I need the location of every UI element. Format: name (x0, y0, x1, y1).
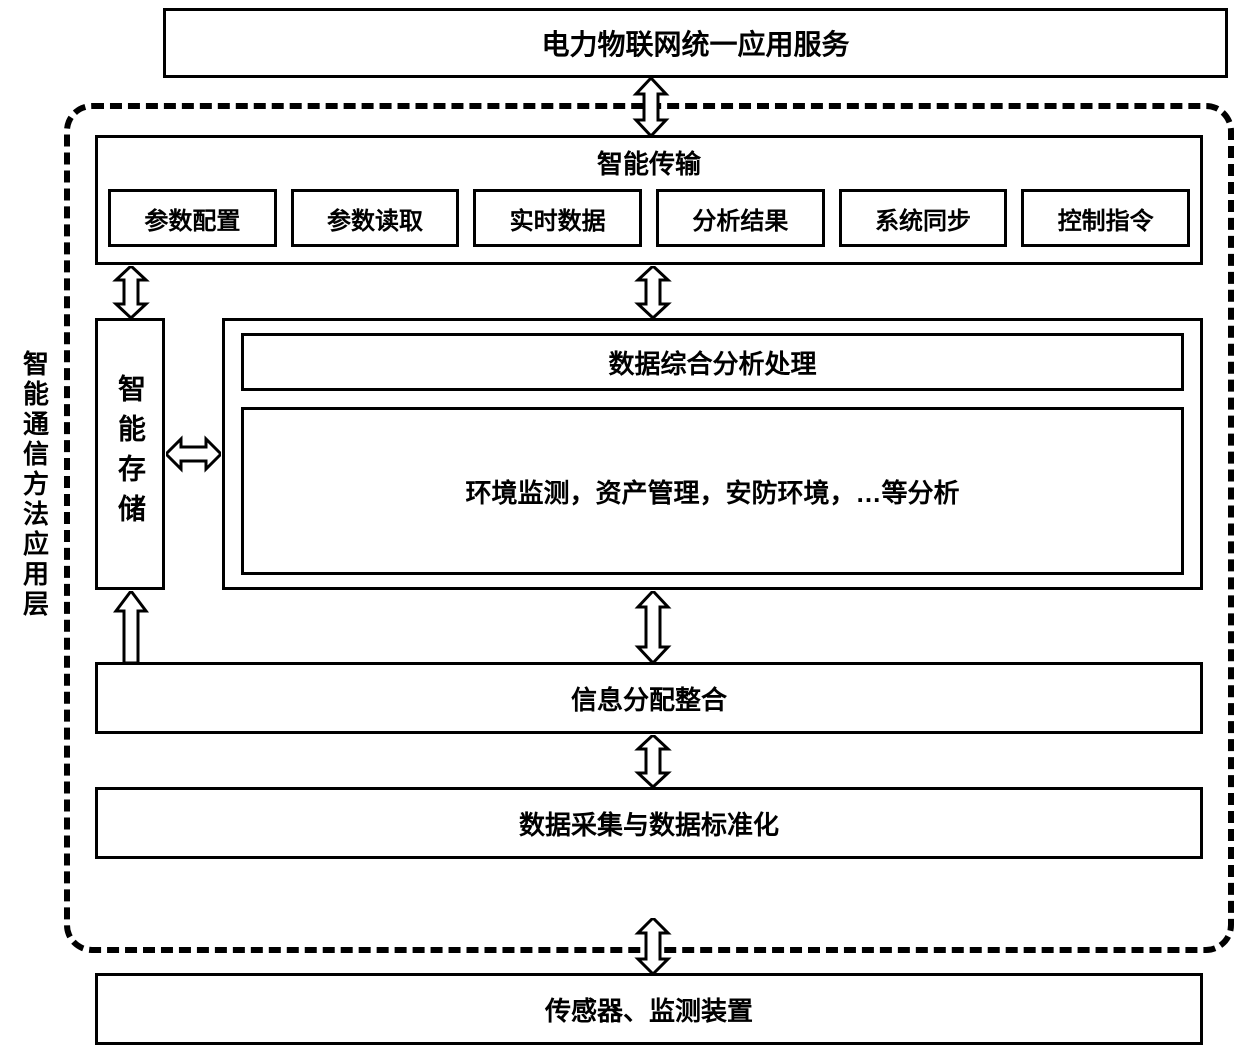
application-layer-label: 智能通信方法应用层 (10, 305, 60, 665)
arrow-storage-to-distribution (112, 591, 150, 663)
sensors-box: 传感器、监测装置 (95, 973, 1203, 1045)
analysis-title-box: 数据综合分析处理 (241, 333, 1184, 391)
transmission-item: 系统同步 (839, 189, 1008, 247)
transmission-item: 分析结果 (656, 189, 825, 247)
top-service-label: 电力物联网统一应用服务 (541, 23, 849, 63)
arrow-transmission-to-analysis (634, 266, 672, 318)
arrow-top-to-transmission (632, 78, 670, 136)
top-service-box: 电力物联网统一应用服务 (163, 8, 1228, 78)
transmission-item: 参数配置 (108, 189, 277, 247)
transmission-item: 参数读取 (291, 189, 460, 247)
arrow-analysis-to-distribution (634, 591, 672, 663)
analysis-box: 数据综合分析处理 环境监测，资产管理，安防环境，…等分析 (222, 318, 1203, 590)
acquisition-box: 数据采集与数据标准化 (95, 787, 1203, 859)
arrow-storage-to-analysis (166, 435, 221, 473)
architecture-diagram: 电力物联网统一应用服务 智能通信方法应用层 智能传输 参数配置 参数读取 实时数… (0, 0, 1240, 1052)
transmission-title: 智能传输 (108, 144, 1190, 181)
distribution-box: 信息分配整合 (95, 662, 1203, 734)
transmission-box: 智能传输 参数配置 参数读取 实时数据 分析结果 系统同步 控制指令 (95, 135, 1203, 265)
transmission-item: 实时数据 (473, 189, 642, 247)
arrow-transmission-to-storage (112, 266, 150, 318)
arrow-acquisition-to-sensors (634, 918, 672, 974)
transmission-items-row: 参数配置 参数读取 实时数据 分析结果 系统同步 控制指令 (108, 189, 1190, 247)
analysis-detail-box: 环境监测，资产管理，安防环境，…等分析 (241, 407, 1184, 575)
arrow-distribution-to-acquisition (634, 735, 672, 787)
storage-box: 智能存储 (95, 318, 165, 590)
transmission-item: 控制指令 (1021, 189, 1190, 247)
